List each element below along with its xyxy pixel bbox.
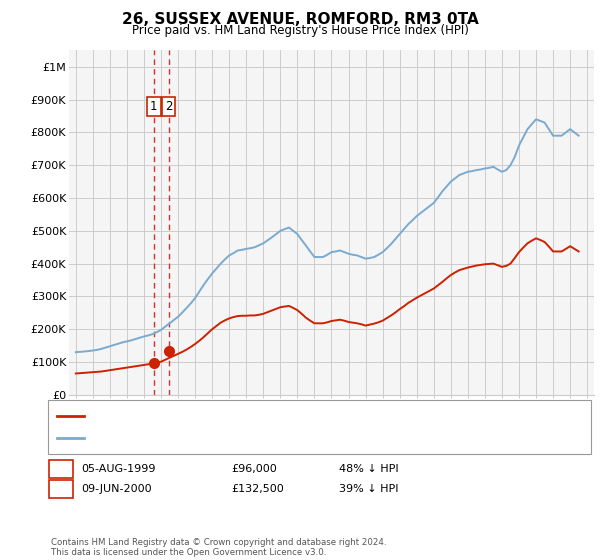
Text: £132,500: £132,500 <box>231 484 284 494</box>
Text: HPI: Average price, detached house, Havering: HPI: Average price, detached house, Have… <box>90 433 330 443</box>
Text: Price paid vs. HM Land Registry's House Price Index (HPI): Price paid vs. HM Land Registry's House … <box>131 24 469 36</box>
Text: £96,000: £96,000 <box>231 464 277 474</box>
Text: 48% ↓ HPI: 48% ↓ HPI <box>339 464 398 474</box>
Text: 26, SUSSEX AVENUE, ROMFORD, RM3 0TA (detached house): 26, SUSSEX AVENUE, ROMFORD, RM3 0TA (det… <box>90 411 403 421</box>
Text: 09-JUN-2000: 09-JUN-2000 <box>81 484 152 494</box>
Text: Contains HM Land Registry data © Crown copyright and database right 2024.
This d: Contains HM Land Registry data © Crown c… <box>51 538 386 557</box>
Text: 2: 2 <box>57 484 64 494</box>
Text: 2: 2 <box>165 100 172 113</box>
Text: 1: 1 <box>57 464 64 474</box>
Text: 39% ↓ HPI: 39% ↓ HPI <box>339 484 398 494</box>
Text: 26, SUSSEX AVENUE, ROMFORD, RM3 0TA: 26, SUSSEX AVENUE, ROMFORD, RM3 0TA <box>122 12 478 27</box>
Text: 05-AUG-1999: 05-AUG-1999 <box>81 464 155 474</box>
Text: 1: 1 <box>150 100 158 113</box>
